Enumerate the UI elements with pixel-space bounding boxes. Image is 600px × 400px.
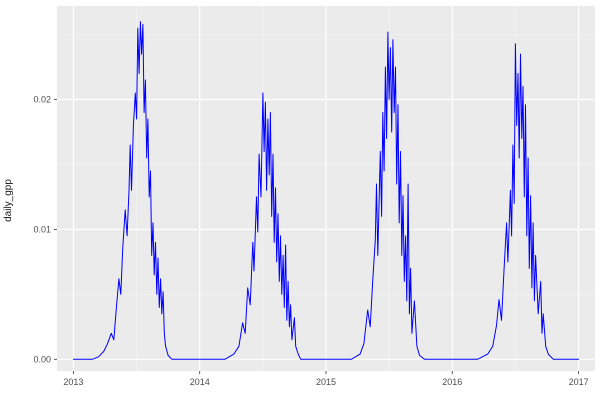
y-tick-label: 0.01 [33,224,51,234]
data-line-daily-gpp [72,21,580,360]
x-tick-label: 2014 [190,377,210,387]
x-tick-label: 2016 [442,377,462,387]
y-tick-label: 0.00 [33,354,51,364]
x-tick-label: 2013 [63,377,83,387]
y-tick-label: 0.02 [33,95,51,105]
x-tick-label: 2017 [569,377,589,387]
x-tick-label: 2015 [316,377,336,387]
